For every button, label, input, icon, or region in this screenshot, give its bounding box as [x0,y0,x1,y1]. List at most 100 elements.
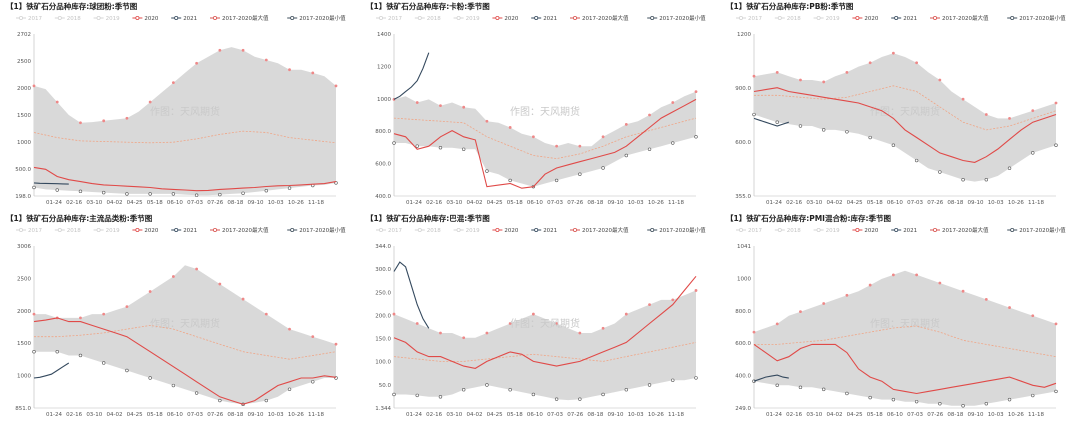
legend-label: 2017-2020最小值 [1019,226,1066,234]
y-tick-label: 1.344 [375,406,391,412]
legend-label: 2019 [466,228,480,234]
min-point [868,395,872,400]
legend-item[interactable]: 2017-2020最小值 [1007,226,1066,234]
legend-item[interactable]: 2017-2020最小值 [647,226,706,234]
legend-marker-icon [816,227,821,232]
chart-panel-6: 【1】铁矿石分品种库存:PMI混合粉:库存:季节图 2017 2018 2019 202… [720,212,1080,423]
max-point [264,312,268,316]
legend-item[interactable]: 2021 [531,227,557,234]
legend-item[interactable]: 2017-2020最大值 [210,14,269,22]
legend-item[interactable]: 2021 [171,227,197,234]
legend-item[interactable]: 2018 [774,15,801,22]
legend-label: 2018 [787,16,801,22]
legend-item[interactable]: 2017-2020最大值 [930,226,989,234]
min-point [624,153,629,158]
min-point [1054,389,1058,394]
min-point [78,353,83,358]
legend-item[interactable]: 2017-2020最小值 [287,226,346,234]
min-point [845,130,849,134]
legend-marker-icon [1010,15,1015,20]
legend-label: 2017 [388,228,402,234]
legend-item[interactable]: 2019 [813,15,840,22]
max-point [671,101,675,104]
max-point [415,101,419,104]
min-point [914,158,919,163]
legend-item[interactable]: 2021 [531,15,557,22]
legend-label: 2018 [67,16,81,22]
legend-item[interactable]: 2021 [891,227,917,234]
legend-item[interactable]: 2018 [774,227,801,234]
min-point [891,143,896,147]
legend-label: 2019 [826,16,840,22]
legend-item[interactable]: 2020 [852,227,879,234]
legend-marker-icon [650,15,655,20]
x-tick-label: 03-10 [446,412,462,418]
legend-item[interactable]: 2021 [171,15,197,22]
legend-item[interactable]: 2020 [132,227,159,234]
x-tick-label: 07-26 [207,412,223,418]
legend-item[interactable]: 2017-2020最大值 [570,14,629,22]
legend-item[interactable]: 2019 [453,227,480,234]
chart-svg: 【1】铁矿石分品种库存:PB粉:季节图 2017 2018 2019 2020 2021 2… [726,1,1066,206]
legend-item[interactable]: 2017 [376,15,402,22]
x-tick-label: 07-26 [927,200,943,206]
legend-item[interactable]: 2017-2020最大值 [930,14,989,22]
legend-item[interactable]: 2019 [93,15,120,22]
legend-item[interactable]: 2019 [93,227,120,234]
x-tick-label: 07-26 [207,200,223,206]
legend-item[interactable]: 2018 [414,227,441,234]
min-point [694,135,698,139]
legend-item[interactable]: 2019 [813,227,840,234]
max-point [288,327,291,331]
legend-item[interactable]: 2017 [736,227,762,234]
legend-marker-icon [174,227,179,232]
legend-item[interactable]: 2017-2020最大值 [570,226,629,234]
min-point [287,387,292,391]
min-point [624,388,629,392]
legend-item[interactable]: 2017-2020最小值 [287,14,346,22]
max-point [392,312,396,316]
legend-item[interactable]: 2017-2020最大值 [210,226,269,234]
legend-item[interactable]: 2019 [453,15,480,22]
x-tick-label: 03-10 [86,412,102,418]
max-point [624,312,628,316]
max-point [1054,101,1058,105]
y-tick-label: 1000 [17,374,31,380]
min-point [218,398,222,403]
legend-item[interactable]: 2017-2020最小值 [647,14,706,22]
legend-item[interactable]: 2018 [54,227,81,234]
max-point [845,70,849,74]
legend-item[interactable]: 2017 [16,15,42,22]
legend-label: 2018 [787,228,801,234]
max-point [578,144,582,148]
legend-item[interactable]: 2017 [376,227,402,234]
min-point [194,391,199,395]
legend-item[interactable]: 2017-2020最小值 [1007,14,1066,22]
watermark: 作图：天风期货 [510,105,580,118]
legend-marker-icon [572,227,577,232]
legend-item[interactable]: 2017 [16,227,42,234]
min-point [241,191,245,195]
legend-item[interactable]: 2021 [891,15,917,22]
legend-item[interactable]: 2020 [852,15,879,22]
legend-item[interactable]: 2020 [492,15,519,22]
legend-item[interactable]: 2018 [54,15,81,22]
max-point [485,119,489,123]
chart-title: 【1】铁矿石分品种库存:PB粉:季节图 [726,1,854,11]
x-tick-label: 09-10 [608,412,624,418]
min-point [671,378,675,382]
legend-item[interactable]: 2018 [414,15,441,22]
x-tick-label: 01-24 [46,200,62,206]
legend-item[interactable]: 2020 [492,227,519,234]
min-point [148,192,152,196]
x-tick-label: 10-03 [988,412,1004,418]
legend-item[interactable]: 2017 [736,15,762,22]
y-tick-label: 600.0 [375,162,391,168]
max-point [915,61,919,65]
max-point [891,273,895,277]
legend-item[interactable]: 2020 [132,15,159,22]
max-point [555,144,559,148]
legend-marker-icon [135,15,140,20]
min-point [438,395,443,399]
x-tick-label: 04-02 [466,412,482,418]
